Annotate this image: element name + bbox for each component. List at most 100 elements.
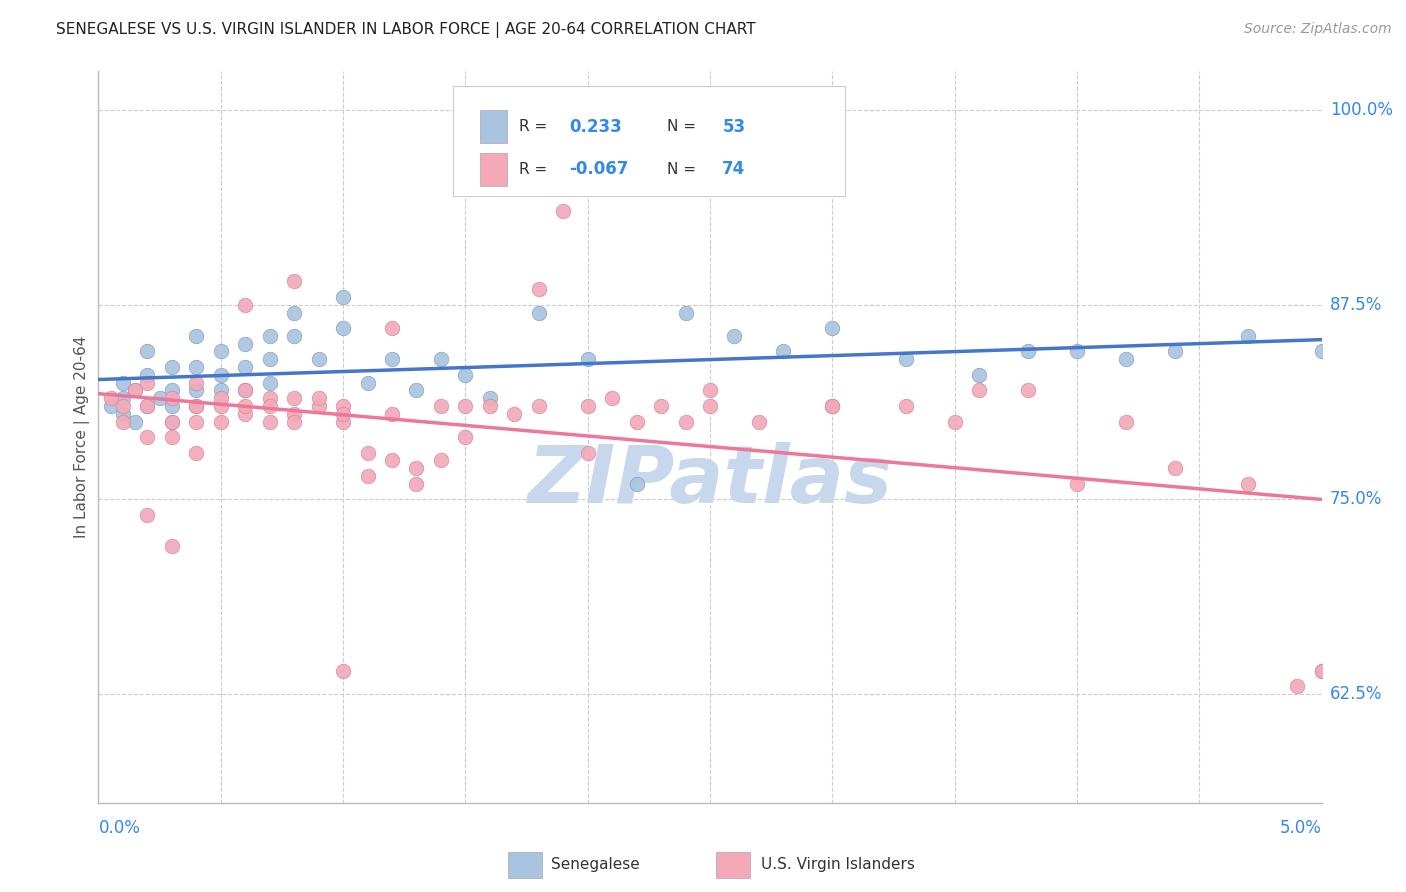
Point: [209, 391, 232, 405]
Point: [186, 399, 208, 413]
Point: [124, 415, 146, 429]
FancyBboxPatch shape: [479, 110, 508, 143]
Point: [943, 415, 966, 429]
Point: [381, 321, 404, 335]
Text: 100.0%: 100.0%: [1330, 102, 1393, 120]
Point: [136, 344, 159, 359]
Point: [233, 399, 256, 413]
Text: 75.0%: 75.0%: [1330, 491, 1382, 508]
Point: [149, 391, 172, 405]
Point: [894, 352, 917, 367]
Point: [332, 290, 354, 304]
Text: 0.0%: 0.0%: [98, 820, 141, 838]
Point: [576, 352, 599, 367]
Point: [259, 399, 281, 413]
FancyBboxPatch shape: [453, 86, 845, 195]
Point: [186, 445, 208, 459]
Point: [209, 399, 232, 413]
Point: [233, 336, 256, 351]
Point: [356, 445, 378, 459]
Point: [111, 415, 134, 429]
Point: [160, 539, 183, 553]
Point: [259, 415, 281, 429]
Point: [111, 391, 134, 405]
Point: [160, 415, 183, 429]
Text: SENEGALESE VS U.S. VIRGIN ISLANDER IN LABOR FORCE | AGE 20-64 CORRELATION CHART: SENEGALESE VS U.S. VIRGIN ISLANDER IN LA…: [56, 22, 756, 38]
Point: [332, 399, 354, 413]
Point: [454, 399, 477, 413]
Text: 0.233: 0.233: [569, 118, 621, 136]
Point: [576, 445, 599, 459]
Point: [967, 368, 990, 382]
Point: [332, 407, 354, 421]
Point: [1237, 476, 1260, 491]
Point: [136, 508, 159, 522]
Point: [186, 376, 208, 390]
Point: [233, 384, 256, 398]
Point: [1237, 329, 1260, 343]
Point: [527, 305, 550, 319]
Point: [111, 376, 134, 390]
Point: [1310, 664, 1333, 678]
Point: [723, 329, 745, 343]
Point: [283, 391, 305, 405]
Text: Source: ZipAtlas.com: Source: ZipAtlas.com: [1244, 22, 1392, 37]
Point: [626, 476, 648, 491]
Point: [1066, 344, 1088, 359]
Point: [772, 344, 794, 359]
Text: 62.5%: 62.5%: [1330, 685, 1382, 703]
Point: [332, 664, 354, 678]
Point: [160, 399, 183, 413]
Text: 53: 53: [723, 118, 745, 136]
Point: [356, 469, 378, 483]
Point: [454, 368, 477, 382]
Point: [527, 282, 550, 296]
Point: [209, 344, 232, 359]
Point: [454, 430, 477, 444]
Point: [111, 407, 134, 421]
Point: [136, 376, 159, 390]
Point: [430, 399, 453, 413]
Point: [283, 275, 305, 289]
Point: [160, 384, 183, 398]
Point: [1017, 384, 1039, 398]
Point: [259, 391, 281, 405]
Point: [1115, 352, 1137, 367]
Point: [1164, 461, 1187, 475]
Point: [405, 476, 427, 491]
Point: [186, 329, 208, 343]
Point: [1310, 344, 1333, 359]
Point: [1115, 415, 1137, 429]
Text: ZIPatlas: ZIPatlas: [527, 442, 893, 520]
Point: [308, 352, 330, 367]
Point: [160, 359, 183, 374]
FancyBboxPatch shape: [479, 153, 508, 186]
Point: [600, 391, 623, 405]
Point: [124, 384, 146, 398]
Point: [283, 329, 305, 343]
Text: R =: R =: [519, 120, 553, 134]
Point: [894, 399, 917, 413]
Point: [233, 359, 256, 374]
FancyBboxPatch shape: [508, 852, 543, 878]
Point: [283, 407, 305, 421]
Y-axis label: In Labor Force | Age 20-64: In Labor Force | Age 20-64: [75, 336, 90, 538]
Text: U.S. Virgin Islanders: U.S. Virgin Islanders: [762, 857, 915, 872]
Point: [186, 384, 208, 398]
Point: [111, 399, 134, 413]
Point: [1066, 476, 1088, 491]
Point: [124, 384, 146, 398]
Text: R =: R =: [519, 161, 553, 177]
Point: [821, 399, 844, 413]
FancyBboxPatch shape: [716, 852, 751, 878]
Point: [967, 384, 990, 398]
Point: [233, 298, 256, 312]
Text: 74: 74: [723, 161, 745, 178]
Point: [748, 415, 770, 429]
Point: [136, 430, 159, 444]
Point: [478, 399, 501, 413]
Point: [136, 399, 159, 413]
Point: [100, 399, 122, 413]
Point: [160, 415, 183, 429]
Point: [186, 399, 208, 413]
